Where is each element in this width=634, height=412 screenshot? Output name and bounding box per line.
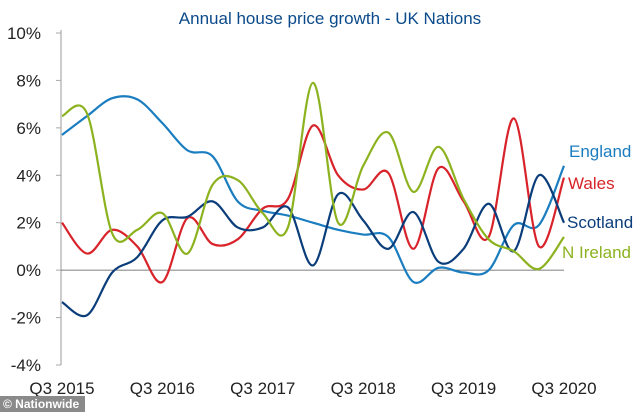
y-tick-label: 2% bbox=[16, 214, 41, 233]
series-label-england: England bbox=[569, 142, 631, 161]
x-tick-label: Q3 2016 bbox=[130, 379, 195, 398]
y-axis: 10% 8% 6% 4% 2% 0% -2% -4% bbox=[7, 24, 62, 375]
y-tick-label: 4% bbox=[16, 166, 41, 185]
series-label-scotland: Scotland bbox=[567, 213, 633, 232]
y-tick-label: 0% bbox=[16, 261, 41, 280]
x-tick-label: Q3 2017 bbox=[230, 379, 295, 398]
series-line-wales bbox=[61, 117, 566, 284]
y-tick-label: 10% bbox=[7, 24, 41, 43]
x-tick-label: Q3 2020 bbox=[531, 379, 596, 398]
series-labels: England Wales Scotland N Ireland bbox=[562, 142, 633, 262]
series-lines bbox=[61, 81, 566, 318]
series-line-scotland bbox=[61, 174, 565, 318]
x-tick-label: Q3 2015 bbox=[29, 379, 94, 398]
y-tick-label: -4% bbox=[11, 356, 41, 375]
x-tick-label: Q3 2018 bbox=[331, 379, 396, 398]
x-axis: Q3 2015 Q3 2016 Q3 2017 Q3 2018 Q3 2019 Q3 20… bbox=[29, 269, 597, 398]
series-label-wales: Wales bbox=[568, 174, 615, 193]
y-tick-label: 8% bbox=[16, 71, 41, 90]
series-line-n-ireland bbox=[61, 81, 565, 271]
y-tick-label: 6% bbox=[16, 119, 41, 138]
nationwide-watermark: © Nationwide bbox=[0, 396, 86, 412]
series-line-england bbox=[61, 95, 566, 284]
series-label-n-ireland: N Ireland bbox=[562, 243, 631, 262]
y-tick-label: -2% bbox=[11, 309, 41, 328]
chart-title: Annual house price growth - UK Nations bbox=[179, 9, 481, 28]
x-tick-label: Q3 2019 bbox=[431, 379, 496, 398]
